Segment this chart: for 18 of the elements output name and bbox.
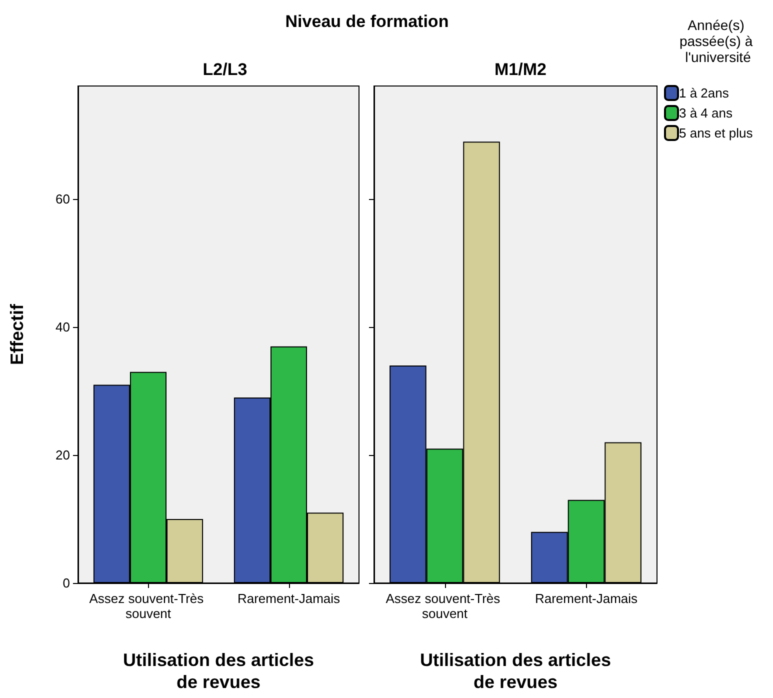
chart-title: L2/L3	[202, 60, 248, 79]
chart-title: M1/M2	[494, 60, 546, 79]
y-tick-label: 60	[56, 192, 70, 207]
legend-label: 1 à 2ans	[679, 86, 730, 100]
y-tick-label: 40	[56, 320, 70, 335]
x-tick-label: Assez souvent-Très souvent	[386, 591, 504, 621]
y-tick-label: 0	[62, 576, 70, 590]
text: Niveau de formation	[285, 12, 449, 31]
x-axis-title: Utilisation des articles de revues	[122, 650, 314, 692]
legend-title: Année(s) passée(s) à l'université	[679, 17, 757, 65]
y-tick-label: 20	[56, 448, 70, 463]
legend-label: 3 à 4 ans	[679, 106, 733, 120]
x-axis-title: Utilisation des articles de revues	[420, 650, 612, 692]
y-axis-title: Effectif	[7, 302, 27, 366]
x-tick-label: Assez souvent-Très souvent	[89, 591, 208, 621]
legend-label: 5 ans et plus	[679, 126, 754, 140]
x-tick-label: Rarement-Jamais	[534, 591, 638, 606]
x-tick-label: Rarement-Jamais	[237, 591, 341, 606]
